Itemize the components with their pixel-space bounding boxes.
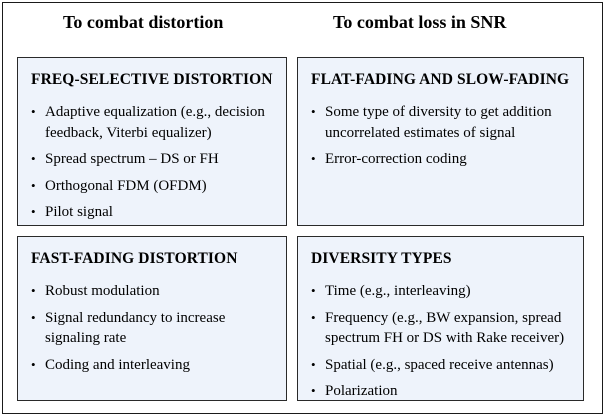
bullet-list: • Robust modulation • Signal redundancy to…	[31, 281, 278, 381]
list-item-text: Orthogonal FDM (OFDM)	[45, 177, 207, 194]
bullet-list: • Adaptive equalization (e.g., decision f…	[31, 102, 278, 229]
panel-fast-fading-distortion: FAST-FADING DISTORTION • Robust modulatio…	[17, 236, 287, 401]
list-item-text: Time (e.g., interleaving)	[325, 283, 471, 299]
list-item: • Frequency (e.g., BW expansion, spread s…	[311, 308, 575, 349]
list-item-text: Signal redundancy to increase signaling …	[45, 309, 226, 347]
list-item-text: Coding and interleaving	[45, 356, 190, 373]
bullet-list: • Time (e.g., interleaving) • Frequency (e…	[311, 281, 575, 408]
bullet-icon: •	[31, 177, 36, 193]
panel-flat-slow-fading: FLAT-FADING AND SLOW-FADING • Some type o…	[297, 57, 584, 226]
bullet-icon: •	[31, 151, 36, 166]
list-item-text: Some type of diversity to get addition u…	[325, 104, 552, 141]
panel-title: FLAT-FADING AND SLOW-FADING	[311, 71, 570, 88]
bullet-icon: •	[311, 383, 316, 398]
header-combat-distortion: To combat distortion	[63, 12, 224, 32]
list-item: • Pilot signal	[31, 202, 278, 223]
list-item: • Adaptive equalization (e.g., decision f…	[31, 102, 278, 143]
bullet-icon: •	[311, 356, 316, 372]
panel-freq-selective-distortion: FREQ-SELECTIVE DISTORTION • Adaptive equa…	[17, 57, 287, 226]
list-item: • Some type of diversity to get addition …	[311, 102, 575, 143]
panel-title: FAST-FADING DISTORTION	[31, 250, 238, 267]
list-item: • Coding and interleaving	[31, 355, 278, 376]
bullet-icon: •	[31, 204, 36, 219]
bullet-icon: •	[311, 283, 316, 298]
list-item-text: Spread spectrum – DS or FH	[45, 151, 219, 167]
list-item: • Signal redundancy to increase signaling…	[31, 308, 278, 349]
bullet-icon: •	[311, 151, 316, 166]
bullet-icon: •	[31, 283, 36, 298]
list-item: • Polarization	[311, 381, 575, 402]
panel-title: DIVERSITY TYPES	[311, 250, 452, 267]
list-item-text: Frequency (e.g., BW expansion, spread sp…	[325, 309, 565, 347]
list-item: • Error-correction coding	[311, 149, 575, 170]
list-item: • Orthogonal FDM (OFDM)	[31, 176, 278, 197]
list-item-text: Robust modulation	[45, 283, 160, 299]
bullet-list: • Some type of diversity to get addition …	[311, 102, 575, 176]
bullet-icon: •	[311, 104, 316, 119]
list-item: • Robust modulation	[31, 281, 278, 302]
bullet-icon: •	[31, 356, 36, 372]
list-item-text: Polarization	[325, 383, 398, 399]
list-item: • Time (e.g., interleaving)	[311, 281, 575, 302]
panel-diversity-types: DIVERSITY TYPES • Time (e.g., interleavin…	[297, 236, 584, 401]
bullet-icon: •	[311, 309, 316, 325]
list-item-text: Error-correction coding	[325, 151, 467, 167]
list-item-text: Pilot signal	[45, 204, 113, 220]
bullet-icon: •	[31, 309, 36, 325]
panel-title: FREQ-SELECTIVE DISTORTION	[31, 71, 273, 88]
bullet-icon: •	[31, 104, 36, 119]
list-item: • Spread spectrum – DS or FH	[31, 149, 278, 170]
header-combat-snr-loss: To combat loss in SNR	[333, 12, 507, 32]
list-item-text: Spatial (e.g., spaced receive antennas)	[325, 356, 554, 373]
list-item-text: Adaptive equalization (e.g., decision fe…	[45, 104, 265, 141]
list-item: • Spatial (e.g., spaced receive antennas)	[311, 355, 575, 376]
